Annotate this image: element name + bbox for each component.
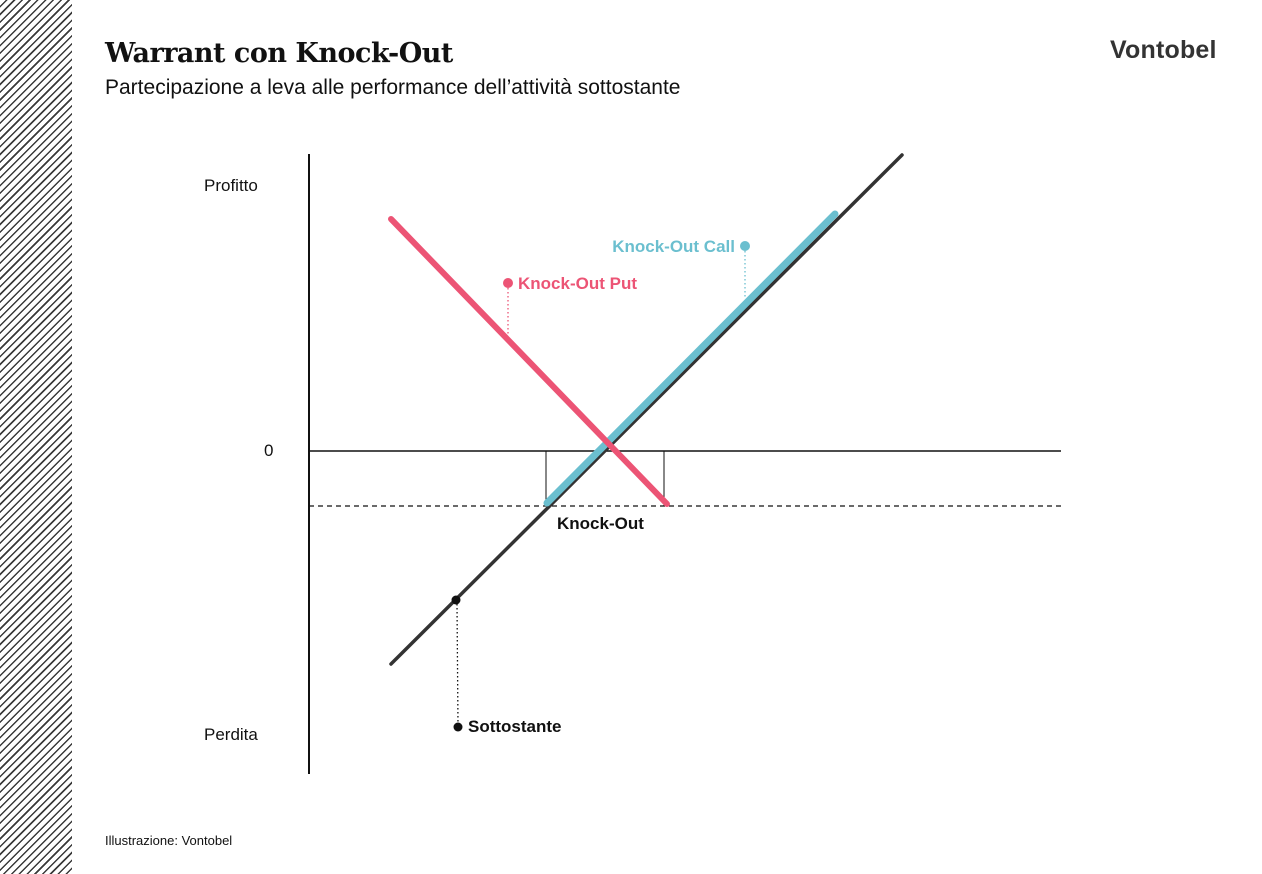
underlying-line — [389, 153, 904, 666]
axis-label-loss: Perdita — [204, 725, 258, 744]
call-label-dot — [740, 241, 750, 251]
underlying-point — [451, 595, 461, 605]
put-label-dot — [503, 278, 513, 288]
knockout-call-label: Knock-Out Call — [612, 237, 735, 256]
knockout-level-label: Knock-Out — [557, 514, 644, 533]
underlying-label-dot — [453, 722, 463, 732]
underlying-label: Sottostante — [468, 717, 562, 736]
knockout-call-line — [543, 210, 839, 507]
axis-label-profit: Profitto — [204, 176, 258, 195]
underlying-pointer-line — [456, 603, 459, 726]
illustration-credit: Illustrazione: Vontobel — [105, 833, 233, 848]
knockout-put-label: Knock-Out Put — [518, 274, 637, 293]
knockout-put-line — [388, 216, 670, 507]
hatched-side-band — [0, 0, 72, 874]
page-subtitle: Partecipazione a leva alle performance d… — [105, 76, 681, 99]
brand-logo: Vontobel — [1110, 36, 1217, 64]
axis-label-zero: 0 — [264, 441, 273, 460]
page-title: Warrant con Knock-Out — [105, 38, 453, 69]
